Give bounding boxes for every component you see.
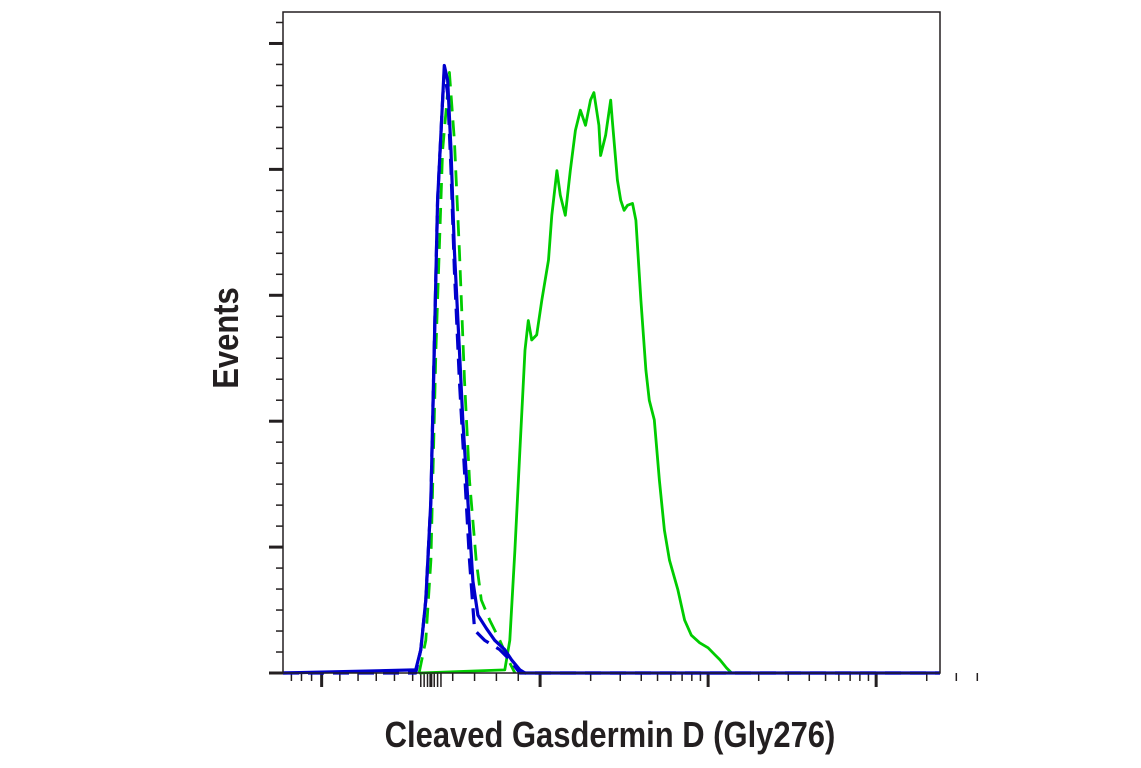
- y-axis-label: Events: [207, 287, 247, 388]
- series-blue-solid: [282, 63, 940, 675]
- series-blue-dashed: [283, 68, 940, 675]
- x-axis-label: Cleaved Gasdermin D (Gly276): [385, 716, 836, 756]
- series-green-solid: [419, 91, 733, 675]
- axis-ticks: [269, 21, 979, 687]
- series-lines: [282, 63, 940, 675]
- series-green-dashed: [417, 71, 517, 674]
- plot-frame: [282, 11, 941, 674]
